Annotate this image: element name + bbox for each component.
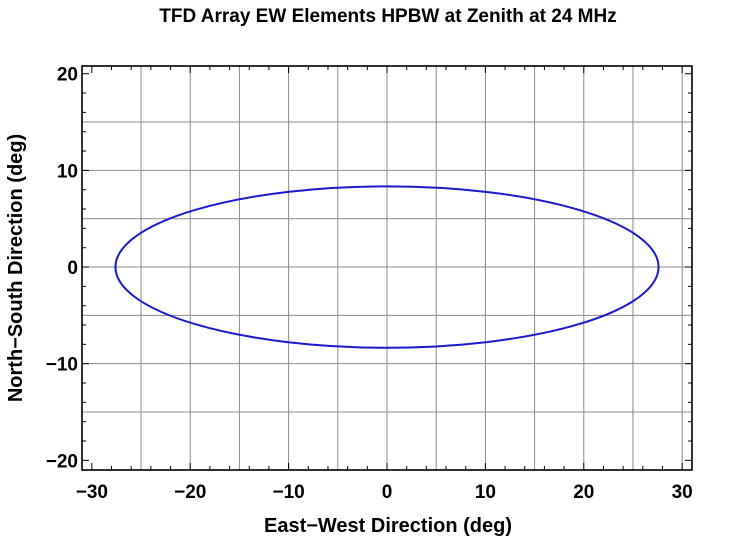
x-tick-label: −20	[174, 482, 206, 503]
y-tick-label: −20	[46, 451, 78, 472]
hpbw-contour-line	[114, 185, 660, 349]
x-tick-label: 10	[475, 482, 496, 503]
grid	[82, 66, 692, 470]
y-tick-label: −10	[46, 355, 78, 376]
y-tick-label: 0	[67, 258, 78, 279]
x-axis-label: East−West Direction (deg)	[264, 515, 512, 537]
series-layer	[114, 185, 660, 349]
y-tick-label: 20	[57, 65, 78, 86]
y-axis-label: North−South Direction (deg)	[5, 134, 27, 402]
ticks	[82, 66, 692, 470]
chart-title: TFD Array EW Elements HPBW at Zenith at …	[159, 6, 616, 27]
x-tick-label: −10	[272, 482, 304, 503]
x-tick-label: 30	[672, 482, 693, 503]
y-tick-labels: −20 −10 0 10 20	[46, 65, 78, 473]
y-tick-label: 10	[57, 161, 78, 182]
x-tick-label: 20	[573, 482, 594, 503]
x-tick-label: 0	[382, 482, 393, 503]
x-tick-labels: −30 −20 −10 0 10 20 30	[76, 482, 693, 503]
x-tick-label: −30	[76, 482, 108, 503]
